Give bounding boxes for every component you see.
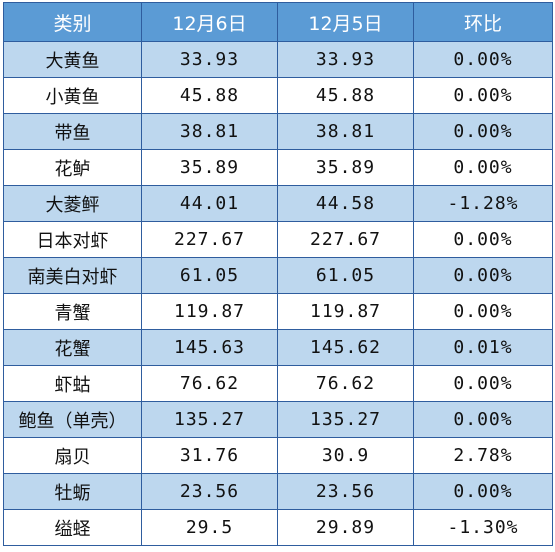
header-change: 环比 — [413, 2, 553, 42]
cell-dec5-price: 44.58 — [277, 185, 414, 222]
cell-dec6-price: 35.89 — [141, 149, 278, 186]
table-row: 日本对虾 227.67 227.67 0.00% — [3, 221, 553, 258]
table-row: 花蟹 145.63 145.62 0.01% — [3, 329, 553, 366]
cell-dec6-price: 44.01 — [141, 185, 278, 222]
cell-category: 缢蛏 — [3, 509, 142, 546]
cell-dec6-price: 31.76 — [141, 437, 278, 474]
cell-dec6-price: 61.05 — [141, 257, 278, 294]
table-row: 带鱼 38.81 38.81 0.00% — [3, 113, 553, 150]
cell-category: 牡蛎 — [3, 473, 142, 510]
cell-dec6-price: 135.27 — [141, 401, 278, 438]
cell-change: -1.28% — [413, 185, 553, 222]
cell-dec5-price: 30.9 — [277, 437, 414, 474]
cell-dec6-price: 76.62 — [141, 365, 278, 402]
table-row: 花鲈 35.89 35.89 0.00% — [3, 149, 553, 186]
table-row: 大黄鱼 33.93 33.93 0.00% — [3, 41, 553, 78]
table-row: 小黄鱼 45.88 45.88 0.00% — [3, 77, 553, 114]
cell-dec5-price: 45.88 — [277, 77, 414, 114]
cell-dec5-price: 227.67 — [277, 221, 414, 258]
table-row: 南美白对虾 61.05 61.05 0.00% — [3, 257, 553, 294]
cell-category: 扇贝 — [3, 437, 142, 474]
cell-change: 0.00% — [413, 41, 553, 78]
cell-category: 鲍鱼（单壳） — [3, 401, 142, 438]
table-row: 扇贝 31.76 30.9 2.78% — [3, 437, 553, 474]
cell-change: 0.00% — [413, 221, 553, 258]
cell-category: 花蟹 — [3, 329, 142, 366]
cell-change: 0.00% — [413, 365, 553, 402]
seafood-price-table: 类别 12月6日 12月5日 环比 大黄鱼 33.93 33.93 0.00% 小黄鱼 4… — [3, 2, 553, 546]
cell-dec5-price: 23.56 — [277, 473, 414, 510]
cell-category: 大黄鱼 — [3, 41, 142, 78]
table-row: 青蟹 119.87 119.87 0.00% — [3, 293, 553, 330]
cell-dec6-price: 23.56 — [141, 473, 278, 510]
cell-dec6-price: 38.81 — [141, 113, 278, 150]
cell-change: -1.30% — [413, 509, 553, 546]
cell-change: 0.00% — [413, 473, 553, 510]
cell-change: 0.00% — [413, 113, 553, 150]
cell-category: 带鱼 — [3, 113, 142, 150]
cell-dec5-price: 29.89 — [277, 509, 414, 546]
cell-dec6-price: 227.67 — [141, 221, 278, 258]
cell-category: 青蟹 — [3, 293, 142, 330]
cell-category: 花鲈 — [3, 149, 142, 186]
cell-change: 0.00% — [413, 77, 553, 114]
cell-dec6-price: 45.88 — [141, 77, 278, 114]
cell-category: 虾蛄 — [3, 365, 142, 402]
header-dec5: 12月5日 — [277, 2, 414, 42]
cell-change: 0.00% — [413, 401, 553, 438]
cell-dec5-price: 61.05 — [277, 257, 414, 294]
cell-dec5-price: 76.62 — [277, 365, 414, 402]
table-header-row: 类别 12月6日 12月5日 环比 — [3, 2, 553, 42]
cell-category: 大菱鲆 — [3, 185, 142, 222]
cell-change: 0.00% — [413, 149, 553, 186]
table-row: 大菱鲆 44.01 44.58 -1.28% — [3, 185, 553, 222]
cell-dec5-price: 135.27 — [277, 401, 414, 438]
table-row: 牡蛎 23.56 23.56 0.00% — [3, 473, 553, 510]
header-dec6: 12月6日 — [141, 2, 278, 42]
cell-change: 2.78% — [413, 437, 553, 474]
cell-category: 南美白对虾 — [3, 257, 142, 294]
cell-change: 0.00% — [413, 293, 553, 330]
table-row: 鲍鱼（单壳） 135.27 135.27 0.00% — [3, 401, 553, 438]
cell-dec6-price: 33.93 — [141, 41, 278, 78]
cell-dec5-price: 119.87 — [277, 293, 414, 330]
table-row: 缢蛏 29.5 29.89 -1.30% — [3, 509, 553, 546]
cell-dec6-price: 119.87 — [141, 293, 278, 330]
cell-dec6-price: 145.63 — [141, 329, 278, 366]
cell-change: 0.01% — [413, 329, 553, 366]
header-category: 类别 — [3, 2, 142, 42]
cell-category: 小黄鱼 — [3, 77, 142, 114]
cell-dec6-price: 29.5 — [141, 509, 278, 546]
cell-dec5-price: 145.62 — [277, 329, 414, 366]
table-row: 虾蛄 76.62 76.62 0.00% — [3, 365, 553, 402]
cell-dec5-price: 38.81 — [277, 113, 414, 150]
cell-change: 0.00% — [413, 257, 553, 294]
cell-dec5-price: 33.93 — [277, 41, 414, 78]
table-body: 大黄鱼 33.93 33.93 0.00% 小黄鱼 45.88 45.88 0.00% 带鱼 38… — [3, 41, 553, 546]
cell-category: 日本对虾 — [3, 221, 142, 258]
cell-dec5-price: 35.89 — [277, 149, 414, 186]
